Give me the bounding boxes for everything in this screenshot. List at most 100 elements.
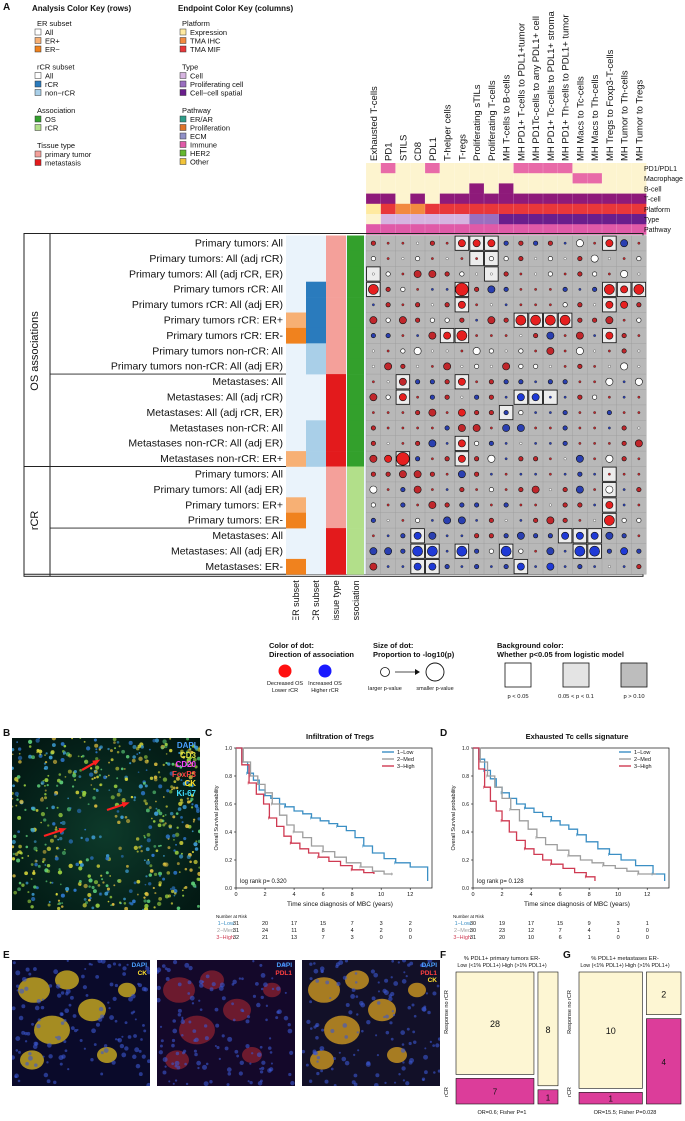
- annotation-cell: [543, 214, 559, 225]
- nucleus-speck: [227, 1072, 232, 1076]
- association-dot: [398, 393, 407, 402]
- km-ytick-label: 0.0: [225, 886, 232, 892]
- association-dot: [386, 503, 390, 507]
- risk-value: 0: [617, 935, 620, 941]
- red-arrow: [81, 761, 97, 771]
- association-dot: [518, 363, 524, 369]
- cell-speck: [105, 871, 109, 875]
- group-label: OS associations: [29, 311, 41, 391]
- association-dot: [445, 549, 449, 553]
- cell-speck: [143, 899, 147, 903]
- annotation-cell: [439, 203, 455, 215]
- nucleus-speck: [172, 1019, 176, 1023]
- column-header: MH PD1+ Th-cells to PDL1+ tumor: [561, 14, 572, 161]
- cell-speck: [76, 808, 82, 814]
- association-dot: [605, 239, 614, 248]
- nucleus-speck: [18, 1015, 24, 1021]
- cell-speck: [73, 888, 77, 892]
- risk-value: 3: [351, 935, 354, 941]
- annotation-cell: [439, 183, 455, 194]
- cell-speck: [146, 759, 149, 762]
- cell-speck: [181, 889, 184, 892]
- cell-speck: [116, 810, 120, 813]
- association-dot: [593, 519, 596, 522]
- row-label: Metastases: All (adj rCR, ER): [146, 407, 283, 419]
- cell-speck: [15, 804, 18, 807]
- association-dot: [637, 349, 641, 353]
- association-dot: [456, 330, 468, 341]
- cell-speck: [79, 738, 82, 739]
- column-header: MH Tumor to Th-cells: [620, 70, 631, 161]
- cell-speck: [108, 789, 111, 792]
- cell-speck: [197, 839, 200, 844]
- annotation-cell: [557, 224, 573, 235]
- row-label: Primary tumors rCR: All (adj ER): [132, 299, 283, 311]
- cell-speck: [25, 881, 29, 885]
- association-dot: [413, 562, 422, 571]
- nucleus-speck: [172, 960, 178, 965]
- association-dot: [457, 454, 466, 463]
- nucleus-speck: [409, 1057, 415, 1063]
- nucleus-speck: [259, 1067, 262, 1070]
- association-dot: [401, 411, 405, 414]
- rcr-subset-cell: [306, 312, 326, 329]
- km-curve: [473, 747, 656, 875]
- tissue-type-cell: [326, 343, 346, 359]
- nucleus-speck: [385, 1030, 390, 1035]
- association-dot: [593, 442, 596, 445]
- association-dot: [563, 241, 567, 245]
- cell-speck: [195, 806, 200, 811]
- nucleus-speck: [271, 987, 275, 991]
- association-dot: [593, 380, 596, 384]
- risk-value: 4: [588, 928, 591, 934]
- cell-speck: [164, 813, 167, 816]
- mif-marker-label: FoxP3: [171, 769, 196, 779]
- mosaic-footer: OR=0.6; Fisher P=1: [478, 1110, 527, 1116]
- cell-speck: [191, 803, 194, 806]
- association-dot: [400, 548, 406, 554]
- association-dot: [577, 256, 583, 262]
- cell-speck: [149, 776, 154, 781]
- annotation-cell: [469, 193, 485, 205]
- cell-speck: [35, 738, 40, 743]
- cell-speck: [180, 779, 183, 782]
- km-xtick-label: 4: [293, 892, 296, 898]
- cell-speck: [31, 755, 35, 760]
- cell-speck: [135, 837, 140, 841]
- cell-speck: [28, 745, 32, 748]
- nucleus-speck: [65, 991, 69, 996]
- km-ytick-label: 0.6: [462, 802, 469, 808]
- annotation-cell: [587, 224, 603, 235]
- row-label: Primary tumors non-rCR: All: [152, 345, 283, 357]
- risk-value: 10: [528, 935, 534, 941]
- cell-speck: [120, 767, 124, 771]
- cell-speck: [191, 771, 195, 775]
- cell-speck: [138, 784, 143, 789]
- nucleus-speck: [100, 1051, 104, 1055]
- association-dot: [385, 394, 391, 400]
- nucleus-speck: [234, 1049, 239, 1054]
- annotation-row-label: Platform: [644, 207, 670, 214]
- association-dot: [474, 440, 480, 446]
- column-header: Exhausted T-cells: [369, 86, 380, 161]
- association-dot: [534, 272, 537, 276]
- km-xtick-label: 0: [471, 892, 474, 898]
- association-dot: [578, 426, 582, 430]
- cell-speck: [183, 887, 186, 890]
- cell-speck: [21, 883, 25, 887]
- cell-speck: [35, 886, 39, 890]
- annotation-cell: [366, 193, 382, 205]
- association-dot: [515, 314, 527, 326]
- cell-speck: [176, 862, 180, 866]
- row-label: Primary tumors: All (adj rCR): [149, 253, 283, 265]
- row-label: Metastases non-rCR: All: [170, 422, 283, 434]
- legend-bg-label: 0.05 < p < 0.1: [558, 694, 594, 700]
- annotation-cell: [410, 224, 426, 235]
- nucleus-speck: [32, 1044, 38, 1050]
- risk-row-label: 1−Low: [218, 921, 234, 927]
- mosaic-ylabel: rCR: [567, 1087, 573, 1097]
- nucleus-speck: [287, 1023, 291, 1027]
- association-dot: [488, 533, 494, 539]
- key-swatch: [179, 149, 187, 157]
- key-swatch: [179, 132, 187, 140]
